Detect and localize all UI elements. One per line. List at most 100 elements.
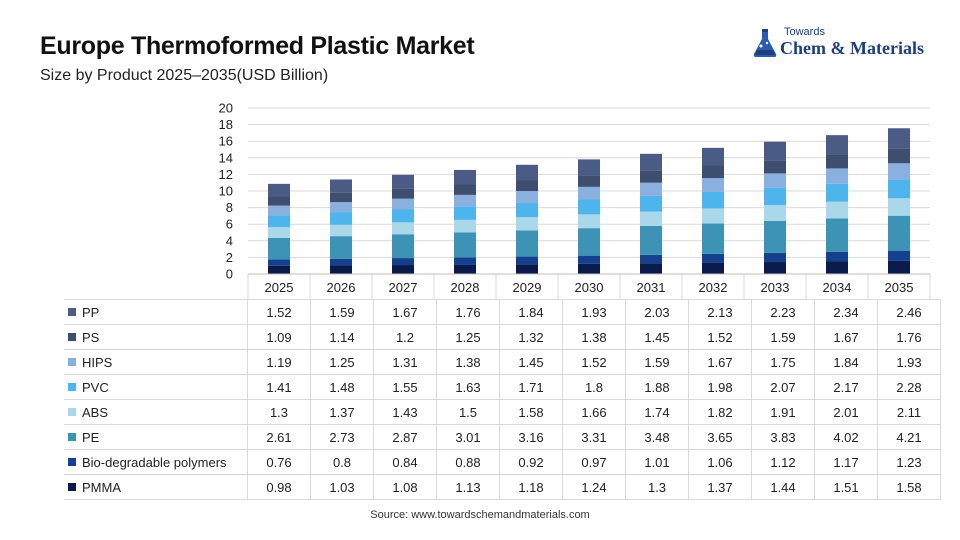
data-label: 1.74 [625,399,689,425]
bar-segment-pvc [826,183,848,202]
y-tick-label: 2 [226,250,233,265]
bar-segment-hips [454,194,476,207]
bar-segment-pe [330,236,352,259]
data-label: 1.52 [247,299,311,325]
legend-swatch [68,308,76,317]
data-label: 1.52 [562,349,626,375]
data-label: 2.73 [310,424,374,450]
data-label: 2.03 [625,299,689,325]
series-label-cell: HIPS [64,349,248,375]
data-label: 1.44 [751,474,815,500]
y-tick-label: 20 [219,101,233,116]
data-label: 1.71 [499,374,563,400]
x-tick-label: 2029 [513,280,542,295]
brand-logo: Towards Chem & Materials [752,26,942,66]
data-label: 2.11 [877,399,941,425]
data-label: 1.03 [310,474,374,500]
bar-segment-abs [640,211,662,226]
bar-segment-bio-degradable-polymers [702,253,724,263]
data-label: 1.88 [625,374,689,400]
series-label-cell: PMMA [64,474,248,500]
data-label: 2.28 [877,374,941,400]
legend-swatch [68,458,76,467]
bar-segment-ps [454,184,476,195]
data-label: 1.67 [688,349,752,375]
bar-segment-pmma [888,260,910,274]
bar-segment-hips [268,205,290,216]
series-label-cell: PVC [64,374,248,400]
data-label: 1.76 [436,299,500,325]
legend-swatch [68,358,76,367]
data-label: 0.98 [247,474,311,500]
series-name: ABS [82,405,109,421]
bar-segment-bio-degradable-polymers [888,250,910,261]
bar-segment-bio-degradable-polymers [454,257,476,265]
data-label: 1.75 [751,349,815,375]
bar-segment-pp [640,153,662,171]
bar-segment-bio-degradable-polymers [330,258,352,266]
data-label: 1.91 [751,399,815,425]
data-label: 3.16 [499,424,563,450]
data-label: 1.67 [814,324,878,350]
bar-segment-ps [826,154,848,169]
data-label: 1.2 [373,324,437,350]
bar-segment-bio-degradable-polymers [268,259,290,266]
bar-segment-pe [578,228,600,256]
bar-segment-bio-degradable-polymers [640,254,662,264]
data-label: 1.12 [751,449,815,475]
bar-segment-pp [330,179,352,193]
x-tick-label: 2033 [761,280,790,295]
data-label: 1.32 [499,324,563,350]
bar-segment-pe [888,215,910,251]
bar-segment-bio-degradable-polymers [516,256,538,265]
chart-title: Europe Thermoformed Plastic Market [40,32,475,60]
data-label: 1.51 [814,474,878,500]
bar-segment-ps [640,170,662,183]
legend-swatch [68,408,76,417]
y-tick-label: 16 [219,134,233,149]
series-label-cell: ABS [64,399,248,425]
bar-segment-ps [578,175,600,187]
data-label: 0.97 [562,449,626,475]
bar-segment-pvc [454,206,476,220]
chart-subtitle: Size by Product 2025–2035(USD Billion) [40,67,329,84]
bar-segment-pmma [392,265,414,274]
data-label: 0.88 [436,449,500,475]
data-label: 0.8 [310,449,374,475]
bar-segment-pmma [454,264,476,274]
x-tick-label: 2028 [451,280,480,295]
data-label: 1.24 [562,474,626,500]
bar-segment-pvc [888,179,910,199]
data-label: 2.13 [688,299,752,325]
data-label: 3.65 [688,424,752,450]
source-note: Source: www.towardschemandmaterials.com [370,509,590,521]
legend-swatch [68,433,76,442]
bar-segment-pmma [640,263,662,274]
data-label: 1.52 [688,324,752,350]
data-label: 1.18 [499,474,563,500]
bar-segment-hips [330,202,352,213]
data-label: 1.13 [436,474,500,500]
x-tick-label: 2034 [823,280,852,295]
y-tick-label: 8 [226,200,233,215]
bar-segment-pe [516,230,538,257]
bar-segment-ps [516,180,538,191]
series-label-cell: PE [64,424,248,450]
data-label: 2.87 [373,424,437,450]
series-name: PS [82,330,100,346]
data-label: 1.38 [436,349,500,375]
bar-segment-abs [392,222,414,235]
data-label: 3.83 [751,424,815,450]
data-label: 2.01 [814,399,878,425]
bar-segment-hips [826,168,848,184]
data-label: 1.19 [247,349,311,375]
bar-segment-abs [268,227,290,238]
series-name: HIPS [82,355,113,371]
data-label: 1.45 [625,324,689,350]
data-label: 1.58 [499,399,563,425]
bar-segment-hips [516,191,538,204]
bar-segment-pp [454,169,476,185]
y-tick-label: 18 [219,117,233,132]
data-label: 1.58 [877,474,941,500]
data-label: 1.01 [625,449,689,475]
